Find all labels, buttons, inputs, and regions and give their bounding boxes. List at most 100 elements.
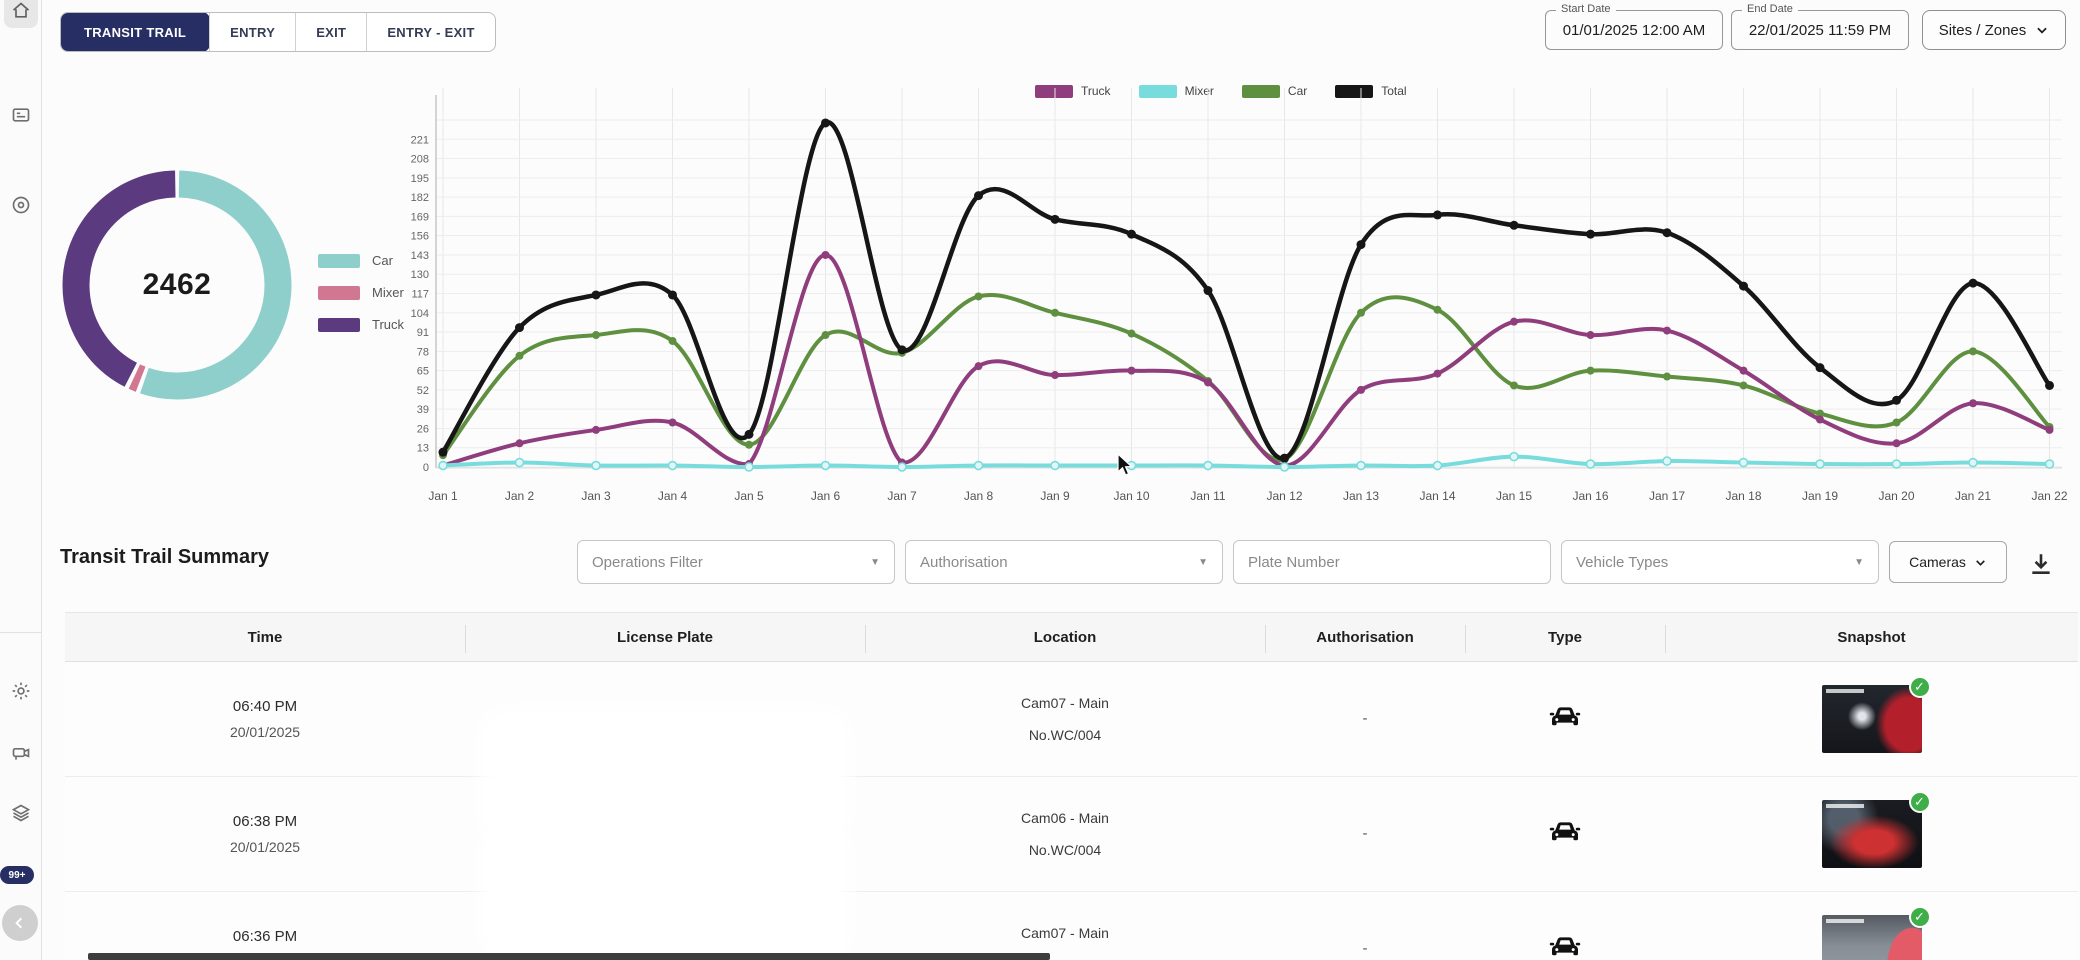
data-point-total: [744, 429, 754, 439]
row-date: 20/01/2025: [229, 724, 301, 740]
data-point-total: [1433, 210, 1442, 220]
end-date-field[interactable]: End Date 22/01/2025 11:59 PM: [1731, 3, 1909, 50]
legend-swatch: [318, 285, 360, 300]
verified-check-icon: ✓: [1908, 906, 1931, 928]
cctv-camera-icon[interactable]: [4, 736, 38, 770]
row-location-zone: No.WC/004: [1028, 842, 1102, 858]
y-axis-tick: 143: [411, 250, 429, 262]
car-type-icon: [1549, 821, 1581, 849]
operations-filter-select[interactable]: Operations Filter ▼: [577, 540, 895, 584]
x-axis-label: Jan 16: [1572, 489, 1608, 503]
data-point-truck: [1663, 326, 1671, 335]
data-point-car: [1892, 418, 1901, 427]
data-point-car: [1739, 381, 1748, 390]
data-point-truck: [1357, 385, 1365, 394]
x-axis-label: Jan 14: [1419, 489, 1455, 503]
y-axis-tick: 130: [411, 269, 429, 281]
data-point-truck: [974, 362, 983, 371]
gear-icon[interactable]: [4, 674, 38, 708]
snapshot-thumbnail[interactable]: ✓: [1821, 906, 1931, 960]
cameras-button[interactable]: Cameras: [1889, 541, 2007, 583]
data-point-mixer: [1815, 459, 1825, 469]
row-location-zone: No.WC/004: [865, 957, 1265, 960]
data-point-car: [1510, 381, 1518, 390]
sites-zones-label: Sites / Zones: [1938, 21, 2027, 39]
donut-legend-item-truck: Truck: [318, 317, 404, 332]
line-legend-item-total[interactable]: Total: [1335, 84, 1407, 98]
data-point-car: [974, 292, 983, 301]
data-point-mixer: [1509, 451, 1519, 462]
data-point-car: [821, 331, 830, 340]
traffic-line-chart: 0 13 26 39 52 65 78 91 104 117 130 143 156 169 182 195 2…: [411, 88, 2068, 503]
authorisation-select[interactable]: Authorisation ▼: [905, 540, 1223, 584]
id-card-icon[interactable]: [4, 98, 38, 132]
tab-transit-trail[interactable]: TRANSIT TRAIL: [60, 13, 211, 51]
vehicle-types-select[interactable]: Vehicle Types ▼: [1561, 540, 1879, 584]
start-date-value: 01/01/2025 12:00 AM: [1562, 21, 1706, 39]
x-axis-label: Jan 5: [734, 489, 764, 503]
row-authorisation: -: [1362, 940, 1368, 957]
data-point-truck: [821, 250, 830, 259]
donut-segment-car: [62, 170, 292, 400]
dropdown-arrow-icon: ▼: [1198, 556, 1208, 568]
x-axis-label: Jan 15: [1496, 489, 1532, 503]
row-date: 20/01/2025: [229, 839, 301, 855]
tab-exit[interactable]: EXIT: [295, 13, 366, 51]
snapshot-thumbnail[interactable]: ✓: [1821, 791, 1931, 868]
license-plate-redacted: [495, 723, 835, 828]
collapse-sidebar-button[interactable]: [2, 905, 38, 941]
data-point-truck: [1051, 371, 1059, 380]
x-axis-label: Jan 9: [1040, 489, 1070, 503]
y-axis-tick: 182: [411, 192, 429, 204]
data-point-total: [821, 118, 830, 128]
data-point-truck: [2045, 425, 2054, 434]
data-point-total: [1892, 395, 1901, 405]
home-icon[interactable]: [4, 0, 38, 28]
table-row[interactable]: 06:38 PM 20/01/2025 Cam06 - Main No.WC/00…: [65, 777, 2078, 943]
tab-entry-exit[interactable]: ENTRY - EXIT: [366, 13, 494, 51]
line-legend-item-truck[interactable]: Truck: [1035, 84, 1111, 98]
dropdown-arrow-icon: ▼: [870, 556, 880, 568]
transit-summary-table: Time License Plate Location Authorisation Ty…: [65, 612, 2078, 960]
download-icon[interactable]: [2028, 551, 2054, 577]
y-axis-tick: 156: [411, 231, 429, 243]
line-legend-item-mixer[interactable]: Mixer: [1138, 84, 1214, 98]
data-point-mixer: [1050, 460, 1060, 471]
data-point-car: [1586, 366, 1595, 375]
column-header-location: Location: [865, 624, 1265, 653]
vehicle-donut-chart: 2462: [52, 160, 302, 410]
disc-icon[interactable]: [4, 188, 38, 222]
y-axis-tick: 208: [411, 154, 429, 166]
line-legend-item-car[interactable]: Car: [1241, 84, 1308, 98]
donut-segment-truck: [62, 170, 292, 400]
tab-entry[interactable]: ENTRY: [209, 13, 295, 51]
legend-swatch: [1241, 84, 1280, 98]
row-location-camera: Cam06 - Main: [1021, 810, 1109, 826]
data-point-truck: [668, 418, 677, 427]
y-axis-tick: 169: [411, 211, 429, 223]
layers-icon[interactable]: [4, 796, 38, 830]
sites-zones-button[interactable]: Sites / Zones: [1922, 10, 2066, 50]
x-axis-label: Jan 13: [1343, 489, 1379, 503]
y-axis-tick: 195: [411, 173, 429, 185]
column-header-time: Time: [247, 628, 283, 646]
legend-label: Car: [1287, 84, 1308, 98]
data-point-mixer: [514, 457, 525, 468]
chevron-down-icon: [2037, 27, 2047, 34]
x-axis-label: Jan 12: [1266, 489, 1302, 503]
start-date-field[interactable]: Start Date 01/01/2025 12:00 AM: [1545, 3, 1723, 50]
data-point-car: [1663, 372, 1671, 381]
row-time: 06:36 PM: [232, 928, 298, 945]
plate-number-input[interactable]: Plate Number: [1233, 540, 1551, 584]
data-point-mixer: [744, 462, 754, 472]
mouse-cursor: [1117, 453, 1133, 476]
data-point-car: [745, 440, 753, 449]
data-point-truck: [1892, 439, 1901, 448]
legend-label: Car: [372, 253, 393, 268]
y-axis-tick: 91: [417, 327, 429, 339]
snapshot-thumbnail[interactable]: ✓: [1821, 676, 1931, 753]
table-row[interactable]: 06:40 PM 20/01/2025 Cam07 - Main No.WC/00…: [65, 662, 2078, 828]
data-point-mixer: [1432, 460, 1443, 471]
